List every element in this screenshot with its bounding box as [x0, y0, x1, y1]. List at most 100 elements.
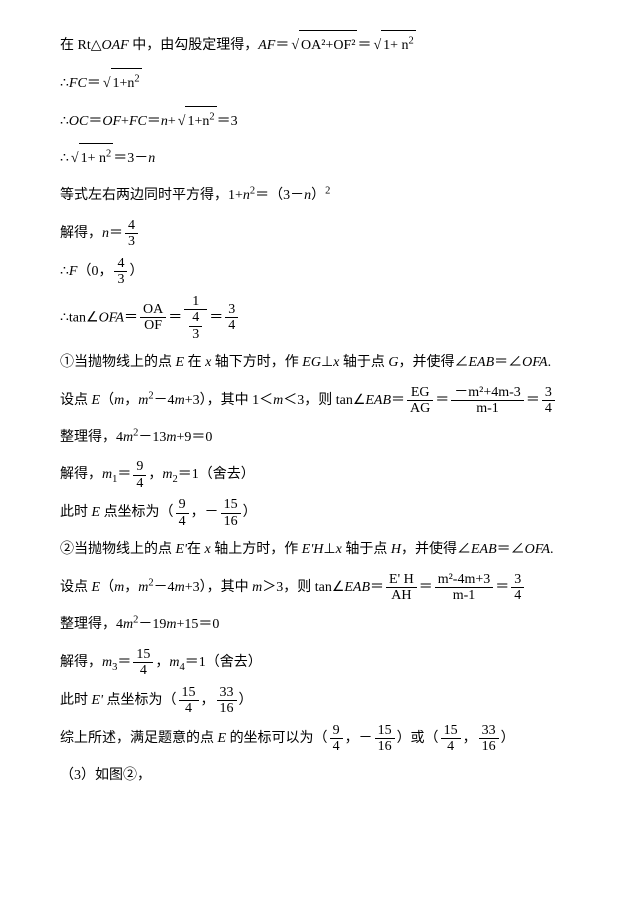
text: ＝ [435, 393, 449, 408]
text: ，并使得∠ [399, 355, 469, 370]
text: －4 [154, 580, 175, 595]
var: m [166, 430, 176, 445]
var: E [92, 505, 101, 520]
text: 整理得，4 [60, 430, 123, 445]
var: m [114, 580, 124, 595]
text: ＜3，则 tan∠ [283, 393, 365, 408]
text: ⊥ [323, 542, 335, 557]
sqrt: √OA²+OF² [289, 30, 357, 62]
text: 点坐标为（ [100, 505, 174, 520]
var: G [388, 355, 398, 370]
text: 解得， [60, 655, 102, 670]
fraction: m²-4m+3m-1 [435, 572, 494, 604]
text-line: （3）如图②， [60, 761, 566, 792]
text: ， [155, 655, 169, 670]
sqrt: √1+ n2 [371, 30, 415, 62]
text: ＝1（舍去） [178, 468, 255, 483]
text: 轴于点 [342, 542, 391, 557]
text: ∴ [60, 264, 69, 279]
var: EG [302, 355, 321, 370]
text: ， [124, 580, 138, 595]
var: EAB [365, 393, 391, 408]
var: m [273, 393, 283, 408]
var: n [148, 151, 155, 166]
var: n [243, 188, 250, 203]
text: ＝ [495, 580, 509, 595]
text: ＝（3－ [255, 188, 304, 203]
var: m [175, 580, 185, 595]
text: ①当抛物线上的点 [60, 355, 176, 370]
text: ＝ [209, 310, 223, 325]
fraction: 94 [133, 459, 146, 491]
text: 轴下方时，作 [211, 355, 302, 370]
text: ＝3 [217, 114, 238, 129]
text: ） [243, 505, 257, 520]
text: 在 [184, 355, 205, 370]
sqrt: √1+n2 [176, 106, 217, 138]
text: . [550, 542, 554, 557]
text-line: 解得，n＝43 [60, 218, 566, 250]
text: ＝ [117, 655, 131, 670]
text: ，并使得∠ [401, 542, 471, 557]
text: ， [201, 693, 215, 708]
text: ∴ [60, 76, 69, 91]
var: E [92, 580, 101, 595]
fraction: 34 [542, 385, 555, 417]
var: E' [176, 542, 188, 557]
fraction: 43 [125, 218, 138, 250]
text-line: ①当抛物线上的点 E 在 x 轴下方时，作 EG⊥x 轴于点 G，并使得∠EAB… [60, 348, 566, 379]
var: H [391, 542, 401, 557]
text: ＝ [168, 310, 182, 325]
text: 轴于点 [339, 355, 388, 370]
fraction: 34 [511, 572, 524, 604]
var: n [102, 226, 109, 241]
var: E'H [302, 542, 324, 557]
text-line: ∴FC＝√1+n2 [60, 68, 566, 100]
text: ， [124, 393, 138, 408]
fraction: 154 [179, 685, 199, 717]
text: ＝ [88, 114, 102, 129]
var: E' [92, 693, 104, 708]
fraction: OAOF [140, 302, 166, 334]
text: －4 [154, 393, 175, 408]
text: 的坐标可以为（ [226, 731, 328, 746]
text: +3），其中 1＜ [185, 393, 273, 408]
fraction: 1516 [221, 497, 241, 529]
fraction: 1516 [375, 723, 395, 755]
text: 综上所述，满足题意的点 [60, 731, 218, 746]
var: OC [69, 114, 88, 129]
var: OFA [99, 310, 124, 325]
text: + [168, 114, 176, 129]
text: ，－ [345, 731, 373, 746]
text: 解得， [60, 468, 102, 483]
text-line: 设点 E（m，m2－4m+3），其中 m＞3，则 tan∠EAB＝E' HAH＝… [60, 572, 566, 604]
text: ） [239, 693, 253, 708]
text: ＝ [87, 76, 101, 91]
var: m [252, 580, 262, 595]
text: ＝ [117, 468, 131, 483]
var: AF [258, 38, 275, 53]
text: ∴ [60, 151, 69, 166]
text: ） [501, 731, 515, 746]
var: m [102, 655, 112, 670]
fraction: EGAG [407, 385, 433, 417]
text: + [121, 114, 129, 129]
text-line: ∴tan∠OFA＝OAOF＝143＝34 [60, 294, 566, 342]
var: n [161, 114, 168, 129]
var: EAB [469, 355, 495, 370]
fraction: 94 [330, 723, 343, 755]
text: ＝ [124, 310, 138, 325]
text: ，－ [191, 505, 219, 520]
text: . [548, 355, 552, 370]
text: ， [463, 731, 477, 746]
var: E [176, 355, 185, 370]
fraction: 154 [133, 647, 153, 679]
text-line: 解得，m3＝154，m4＝1（舍去） [60, 647, 566, 679]
text: ） [129, 264, 143, 279]
text: ＝ [370, 580, 384, 595]
text: （3）如图②， [60, 768, 151, 783]
var: m [123, 430, 133, 445]
fraction: 43 [114, 256, 127, 288]
text: 整理得，4 [60, 617, 123, 632]
text: －19 [138, 617, 166, 632]
